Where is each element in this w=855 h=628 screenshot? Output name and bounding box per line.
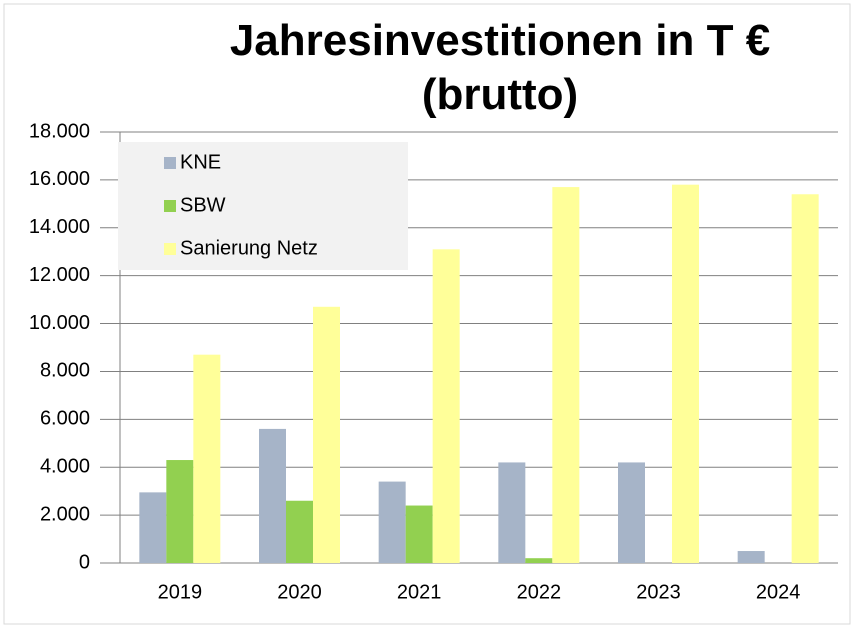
legend-swatch: [164, 157, 176, 169]
y-tick-label: 4.000: [40, 456, 90, 478]
y-tick-label: 0: [79, 551, 90, 573]
bar: [432, 249, 460, 564]
bar: [259, 428, 286, 563]
bar: [737, 551, 765, 563]
y-tick-label: 12.000: [29, 264, 90, 286]
y-tick-label: 6.000: [40, 408, 90, 430]
bar: [405, 505, 433, 563]
y-tick-label: 18.000: [29, 120, 90, 142]
bar: [552, 187, 580, 564]
legend-label: Sanierung Netz: [180, 237, 318, 259]
x-tick-label: 2021: [397, 581, 442, 603]
chart-title: Jahresinvestitionen in T € (brutto): [229, 16, 771, 119]
bar: [139, 492, 167, 563]
bar: [498, 462, 526, 563]
bar: [313, 306, 340, 563]
legend-swatch: [164, 200, 176, 212]
bar: [193, 354, 221, 563]
y-tick-label: 10.000: [29, 312, 90, 334]
x-tick-label: 2023: [636, 581, 681, 603]
bar: [286, 500, 313, 563]
bar: [672, 184, 699, 563]
legend-swatch: [164, 243, 176, 255]
y-tick-label: 2.000: [40, 503, 90, 525]
bar: [166, 460, 194, 563]
bar: [378, 481, 406, 563]
bar: [618, 462, 645, 563]
legend-label: KNE: [180, 151, 221, 173]
bar: [791, 194, 819, 563]
bar: [525, 558, 553, 563]
legend-label: SBW: [180, 194, 226, 216]
y-tick-label: 16.000: [29, 168, 90, 190]
x-tick-label: 2020: [277, 581, 322, 603]
y-tick-label: 14.000: [29, 216, 90, 238]
x-tick-label: 2022: [517, 581, 562, 603]
y-tick-label: 8.000: [40, 360, 90, 382]
chart-border: [3, 3, 851, 625]
x-tick-label: 2024: [756, 581, 801, 603]
x-tick-label: 2019: [158, 581, 203, 603]
